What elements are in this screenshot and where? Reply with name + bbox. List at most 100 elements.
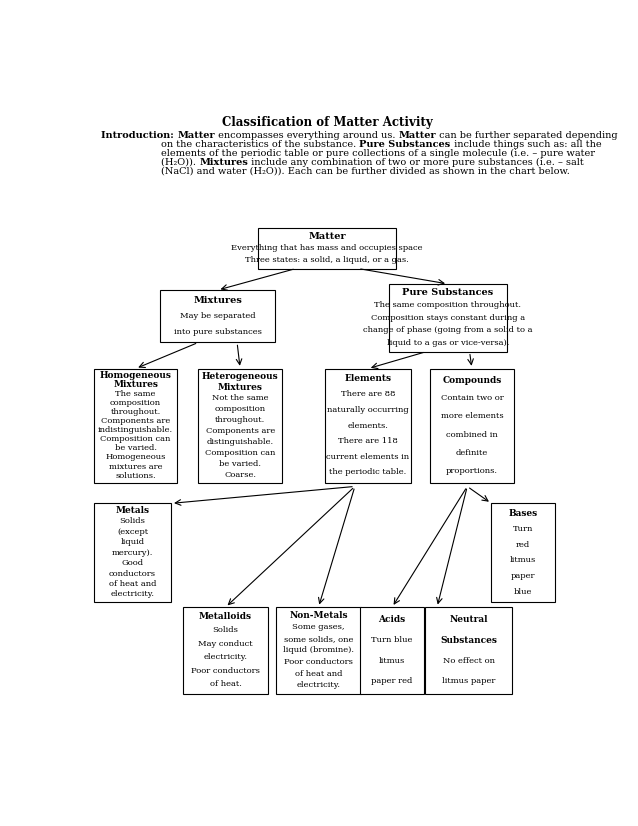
Text: Mixtures: Mixtures [113,380,158,389]
Text: (H₂O)).: (H₂O)). [161,158,199,167]
Text: Metals: Metals [115,506,149,515]
Text: Mixtures: Mixtures [199,158,248,167]
Text: liquid (bromine).: liquid (bromine). [283,647,354,654]
Text: of heat.: of heat. [209,681,241,688]
Text: include things such as: all the: include things such as: all the [451,140,602,150]
Text: The same: The same [115,390,156,397]
Text: Acids: Acids [378,615,406,624]
Text: solutions.: solutions. [115,472,156,480]
Text: litmus: litmus [510,557,536,564]
Text: mercury).: mercury). [112,548,153,557]
Text: Everything that has mass and occupies space: Everything that has mass and occupies sp… [231,244,423,253]
Text: Three states: a solid, a liquid, or a gas.: Three states: a solid, a liquid, or a ga… [245,256,409,264]
Text: Coarse.: Coarse. [224,471,256,479]
Text: current elements in: current elements in [327,453,410,461]
Text: elements.: elements. [348,421,389,430]
Text: Mixtures: Mixtures [218,382,263,392]
Text: Some gases,: Some gases, [292,623,345,631]
Text: composition: composition [214,406,266,413]
Text: of heat and: of heat and [108,580,156,588]
Text: (NaCl) and water (H₂O)). Each can be further divided as shown in the chart below: (NaCl) and water (H₂O)). Each can be fur… [161,167,570,176]
Text: Composition can: Composition can [100,435,171,444]
Bar [198,368,282,482]
Text: litmus: litmus [379,657,405,665]
Bar [491,503,555,602]
Text: paper red: paper red [371,677,413,685]
Text: Matter: Matter [399,131,436,140]
Text: include any combination of two or more pure substances (i.e. – salt: include any combination of two or more p… [248,158,584,167]
Text: Poor conductors: Poor conductors [191,667,260,675]
Text: be varied.: be varied. [219,460,261,468]
Text: (except: (except [117,528,148,536]
Text: May be separated: May be separated [180,312,255,320]
Text: Homogeneous: Homogeneous [105,453,166,462]
Text: Classification of Matter Activity: Classification of Matter Activity [221,116,433,129]
Bar [276,607,361,694]
Text: Heterogeneous: Heterogeneous [202,372,279,381]
Text: Neutral: Neutral [450,615,488,624]
Text: Non-Metals: Non-Metals [289,611,348,620]
Bar [160,290,275,343]
Text: There are 88: There are 88 [341,391,396,398]
Text: mixtures are: mixtures are [109,463,162,471]
Text: Matter: Matter [177,131,215,140]
Bar [94,368,177,482]
Text: May conduct: May conduct [198,639,253,648]
Text: Solids: Solids [119,517,145,525]
Text: Components are: Components are [205,427,275,435]
Text: throughout.: throughout. [215,416,265,424]
Text: distinguishable.: distinguishable. [207,438,274,446]
Text: on the characteristics of the substance.: on the characteristics of the substance. [161,140,359,150]
Text: liquid to a gas or vice-versa).: liquid to a gas or vice-versa). [387,339,509,347]
Text: into pure substances: into pure substances [174,328,262,336]
Text: Elements: Elements [345,374,392,383]
Text: combined in: combined in [446,430,498,439]
Text: paper: paper [511,572,535,580]
Text: Substances: Substances [440,636,497,645]
Text: red: red [516,541,530,548]
Text: naturally occurring: naturally occurring [327,406,409,414]
Bar [426,607,512,694]
Text: Composition can: Composition can [205,449,276,457]
Text: Homogeneous: Homogeneous [100,371,172,380]
Bar [325,368,412,482]
Bar [94,503,171,602]
Bar [430,368,514,482]
Bar [360,607,424,694]
Text: indistinguishable.: indistinguishable. [98,426,173,434]
Text: encompasses everything around us.: encompasses everything around us. [215,131,399,140]
Text: conductors: conductors [109,569,156,577]
Text: change of phase (going from a solid to a: change of phase (going from a solid to a [363,326,533,335]
Text: electricity.: electricity. [297,681,341,690]
Text: Introduction:: Introduction: [101,131,177,140]
Text: Components are: Components are [101,417,170,425]
Text: Mixtures: Mixtures [193,296,242,305]
Text: Poor conductors: Poor conductors [284,658,353,666]
Text: There are 118: There are 118 [338,437,398,445]
Text: definite: definite [456,449,488,457]
Text: Contain two or: Contain two or [440,394,503,402]
Text: elements of the periodic table or pure collections of a single molecule (i.e. – : elements of the periodic table or pure c… [161,150,595,159]
Text: Good: Good [121,559,144,567]
Text: Solids: Solids [212,626,239,634]
Text: can be further separated depending: can be further separated depending [436,131,618,140]
Text: electricity.: electricity. [204,653,248,662]
Text: electricity.: electricity. [110,591,154,598]
Text: some solids, one: some solids, one [284,634,353,643]
Text: Matter: Matter [308,232,346,241]
Text: Turn: Turn [513,525,533,533]
Text: the periodic table.: the periodic table. [329,468,406,477]
Text: Compounds: Compounds [442,376,501,385]
Text: Metalloids: Metalloids [199,612,252,621]
Text: Pure Substances: Pure Substances [359,140,451,150]
Text: throughout.: throughout. [110,408,161,416]
Text: proportions.: proportions. [446,468,498,475]
Text: Turn blue: Turn blue [371,636,413,644]
Bar [389,284,507,352]
Text: Not the same: Not the same [212,394,269,402]
Text: more elements: more elements [441,412,503,420]
Text: composition: composition [110,399,161,407]
Bar [258,229,396,268]
Text: Pure Substances: Pure Substances [402,288,494,297]
Text: Bases: Bases [508,509,538,518]
